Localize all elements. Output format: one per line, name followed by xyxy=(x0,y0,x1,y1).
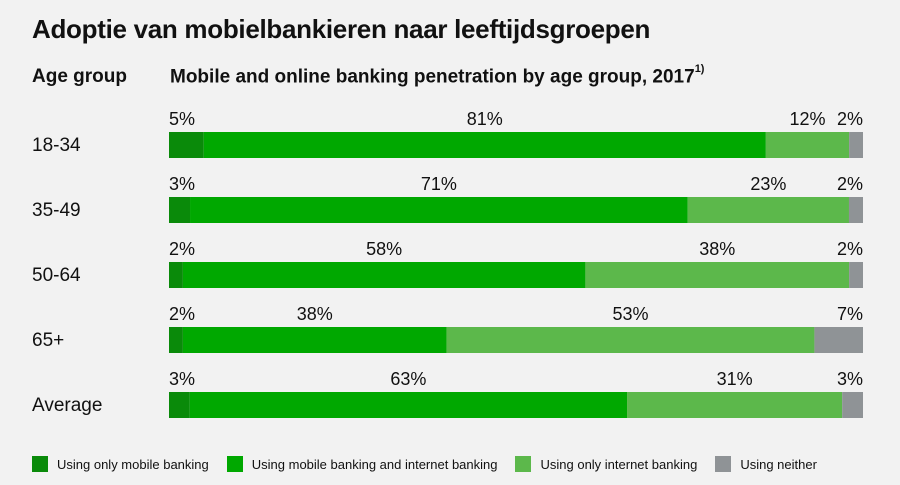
bar-segment xyxy=(169,197,191,223)
legend-item-mobile-and-internet: Using mobile banking and internet bankin… xyxy=(226,456,498,472)
category-label: 50-64 xyxy=(32,265,81,286)
legend-item-neither: Using neither xyxy=(715,456,817,472)
legend-label-neither: Using neither xyxy=(740,456,817,472)
chart-subtitle: Mobile and online banking penetration by… xyxy=(170,63,705,88)
category-label: 18-34 xyxy=(32,135,81,156)
data-label: 3% xyxy=(837,369,863,389)
data-label: 81% xyxy=(467,109,503,129)
bar-segment xyxy=(169,262,183,288)
data-label: 3% xyxy=(169,369,195,389)
legend-swatch-neither xyxy=(715,456,732,472)
data-label: 63% xyxy=(390,369,426,389)
bar-segment xyxy=(203,132,766,158)
data-label: 7% xyxy=(837,304,863,324)
bar-segment xyxy=(182,327,447,353)
data-label: 2% xyxy=(169,239,195,259)
bar-segment xyxy=(446,327,815,353)
bar-segment xyxy=(190,197,688,223)
legend-item-only-mobile: Using only mobile banking xyxy=(32,456,209,472)
bar-segment xyxy=(627,392,843,418)
data-label: 38% xyxy=(699,239,735,259)
legend-item-only-internet: Using only internet banking xyxy=(515,456,697,472)
legend-swatch-only-internet xyxy=(515,456,532,472)
legend-label-only-internet: Using only internet banking xyxy=(540,456,698,472)
age-group-header: Age group xyxy=(32,66,127,87)
bar-segment xyxy=(842,392,863,418)
data-label: 53% xyxy=(612,304,648,324)
chart-title: Adoptie van mobielbankieren naar leeftij… xyxy=(32,14,651,44)
legend-swatch-only-mobile xyxy=(32,456,48,472)
bar-segment xyxy=(182,262,586,288)
data-label: 2% xyxy=(837,239,863,259)
chart-subtitle-text: Mobile and online banking penetration by… xyxy=(170,66,695,88)
data-label: 71% xyxy=(421,174,457,194)
category-label: Average xyxy=(32,395,102,416)
stacked-bar-chart: 18-34 5% 81% 12% 2% 35-49 3% 71% 23% 2% 50-64 2% 58%… xyxy=(32,109,863,418)
data-label: 38% xyxy=(297,304,333,324)
bar-segment xyxy=(849,262,863,288)
bar-segment xyxy=(687,197,849,223)
bar-segment xyxy=(169,132,204,158)
data-label: 3% xyxy=(169,174,195,194)
data-label: 31% xyxy=(717,369,753,389)
bar-segment xyxy=(169,392,190,418)
data-label: 2% xyxy=(837,109,863,129)
legend-swatch-mobile-and-internet xyxy=(226,456,243,472)
legend: Using only mobile banking Using mobile b… xyxy=(32,456,835,472)
data-label: 12% xyxy=(789,109,825,129)
data-label: 5% xyxy=(169,109,195,129)
data-label: 2% xyxy=(837,174,863,194)
bar-segment xyxy=(169,327,183,353)
bar-segment xyxy=(189,392,628,418)
bar-segment xyxy=(765,132,850,158)
legend-label-only-mobile: Using only mobile banking xyxy=(57,456,209,472)
data-label: 23% xyxy=(750,174,786,194)
legend-label-mobile-and-internet: Using mobile banking and internet bankin… xyxy=(251,456,498,472)
bar-segment xyxy=(814,327,863,353)
data-label: 58% xyxy=(366,239,402,259)
bar-segment xyxy=(849,132,863,158)
data-label: 2% xyxy=(169,304,195,324)
bar-segment xyxy=(585,262,850,288)
bar-segment xyxy=(848,197,863,223)
category-label: 65+ xyxy=(32,330,64,351)
footnote-marker: 1) xyxy=(694,63,705,75)
category-label: 35-49 xyxy=(32,200,81,221)
